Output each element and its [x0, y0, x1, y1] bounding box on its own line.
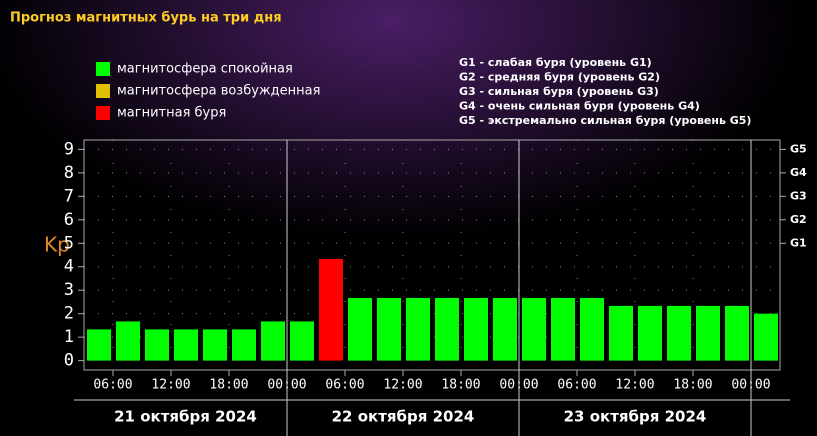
bar	[290, 321, 314, 361]
y-tick-label: 4	[64, 257, 74, 277]
day-label: 21 октября 2024	[114, 408, 257, 426]
note: G2 - средняя буря (уровень G2)	[459, 71, 660, 84]
bar	[580, 297, 604, 361]
bar	[377, 297, 401, 361]
x-tick-label: 06:00	[557, 378, 596, 393]
x-tick-label: 06:00	[325, 378, 364, 393]
bar	[522, 297, 546, 361]
bar	[435, 297, 459, 361]
chart-title: Прогноз магнитных бурь на три дня	[10, 11, 282, 26]
bar	[638, 305, 662, 361]
note: G5 - экстремально сильная буря (уровень …	[459, 114, 751, 127]
bar	[696, 305, 720, 361]
bar	[87, 329, 111, 361]
y2-tick-label: G1	[790, 236, 807, 249]
plot-frame	[83, 139, 781, 371]
bar	[232, 329, 256, 361]
y-tick-label: 8	[64, 163, 74, 183]
bar	[348, 297, 372, 361]
x-tick-label: 12:00	[615, 378, 654, 393]
day-label: 23 октября 2024	[564, 408, 707, 426]
bar	[203, 329, 227, 361]
note: G1 - слабая буря (уровень G1)	[459, 56, 652, 69]
legend-label: магнитная буря	[117, 106, 226, 121]
y-tick-label: 1	[64, 327, 74, 347]
x-tick-label: 18:00	[209, 378, 248, 393]
note: G3 - сильная буря (уровень G3)	[459, 85, 659, 98]
bar	[406, 297, 430, 361]
y-tick-label: 0	[64, 351, 74, 371]
legend-swatch	[96, 84, 110, 98]
bar	[174, 329, 198, 361]
y2-tick-label: G5	[790, 142, 807, 155]
bar	[551, 297, 575, 361]
bar	[667, 305, 691, 361]
bar	[464, 297, 488, 361]
legend-label: магнитосфера возбужденная	[117, 84, 320, 99]
y-tick-label: 3	[64, 280, 74, 300]
y-tick-label: 7	[64, 186, 74, 206]
y-tick-label: 2	[64, 304, 74, 324]
x-tick-label: 18:00	[673, 378, 712, 393]
y2-tick-label: G4	[790, 166, 807, 179]
bar	[261, 321, 285, 361]
x-tick-label: 06:00	[93, 378, 132, 393]
bar	[319, 258, 343, 361]
bar	[754, 313, 778, 361]
legend-swatch	[96, 106, 110, 120]
y-tick-label: 9	[64, 139, 74, 159]
note: G4 - очень сильная буря (уровень G4)	[459, 100, 700, 113]
x-tick-label: 12:00	[383, 378, 422, 393]
y-axis-label: Kp	[44, 233, 70, 257]
bar	[725, 305, 749, 361]
legend-swatch	[96, 62, 110, 76]
day-label: 22 октября 2024	[332, 408, 475, 426]
y-tick-label: 5	[64, 233, 74, 253]
y-tick-label: 6	[64, 210, 74, 230]
legend-label: магнитосфера спокойная	[117, 62, 293, 77]
bar	[116, 321, 140, 361]
x-tick-label: 18:00	[441, 378, 480, 393]
bar	[609, 305, 633, 361]
y2-tick-label: G2	[790, 213, 807, 226]
x-tick-label: 12:00	[151, 378, 190, 393]
bar	[145, 329, 169, 361]
y2-tick-label: G3	[790, 189, 807, 202]
bar	[493, 297, 517, 361]
